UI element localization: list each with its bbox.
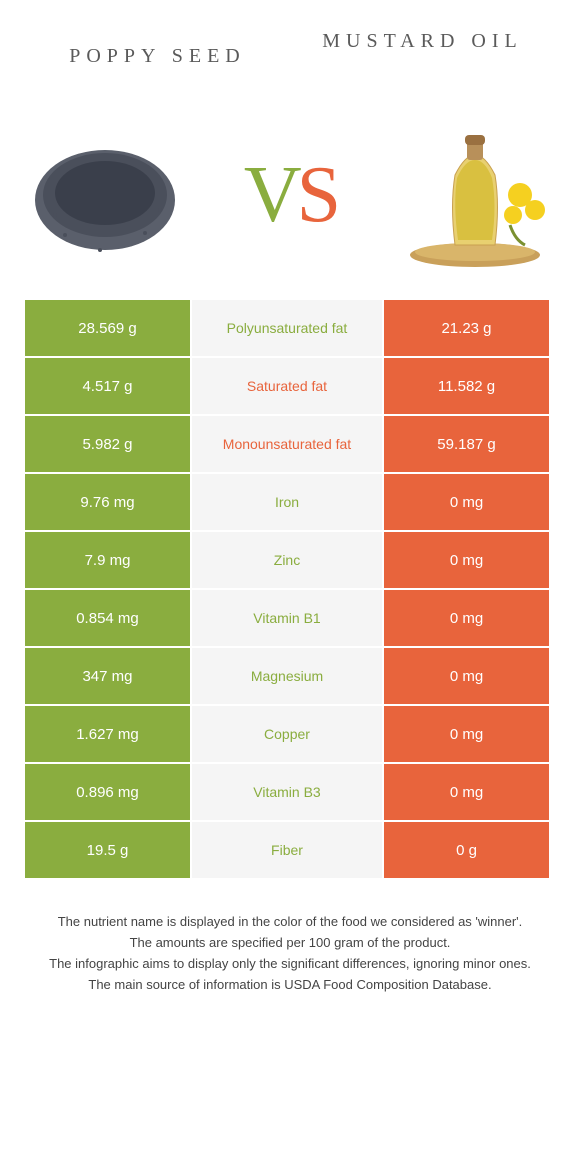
right-value: 0 mg: [384, 648, 549, 704]
right-food-title: Mustard oil: [290, 30, 555, 53]
nutrient-label: Monounsaturated fat: [192, 416, 382, 472]
table-row: 19.5 gFiber0 g: [25, 822, 555, 878]
right-value: 0 mg: [384, 764, 549, 820]
vs-label: VS: [244, 150, 336, 241]
nutrient-label: Zinc: [192, 532, 382, 588]
table-row: 0.896 mgVitamin B30 mg: [25, 764, 555, 820]
header: Poppy seed Mustard oil: [25, 20, 555, 100]
right-value: 0 mg: [384, 532, 549, 588]
right-value: 59.187 g: [384, 416, 549, 472]
table-row: 347 mgMagnesium0 mg: [25, 648, 555, 704]
nutrient-label: Fiber: [192, 822, 382, 878]
left-value: 0.896 mg: [25, 764, 190, 820]
left-value: 28.569 g: [25, 300, 190, 356]
right-value: 0 mg: [384, 474, 549, 530]
table-row: 1.627 mgCopper0 mg: [25, 706, 555, 762]
left-value: 347 mg: [25, 648, 190, 704]
table-row: 28.569 gPolyunsaturated fat21.23 g: [25, 300, 555, 356]
footer-line-1: The nutrient name is displayed in the co…: [35, 913, 545, 932]
left-value: 9.76 mg: [25, 474, 190, 530]
poppy-seed-image: [25, 115, 185, 275]
right-value: 11.582 g: [384, 358, 549, 414]
mustard-oil-image: [395, 115, 555, 275]
left-value: 19.5 g: [25, 822, 190, 878]
table-row: 0.854 mgVitamin B10 mg: [25, 590, 555, 646]
footer-line-4: The main source of information is USDA F…: [35, 976, 545, 995]
footer-line-2: The amounts are specified per 100 gram o…: [35, 934, 545, 953]
header-left: Poppy seed: [25, 20, 290, 68]
footer-line-3: The infographic aims to display only the…: [35, 955, 545, 974]
right-value: 21.23 g: [384, 300, 549, 356]
left-value: 7.9 mg: [25, 532, 190, 588]
right-value: 0 mg: [384, 706, 549, 762]
images-row: VS: [25, 100, 555, 290]
table-row: 5.982 gMonounsaturated fat59.187 g: [25, 416, 555, 472]
table-row: 7.9 mgZinc0 mg: [25, 532, 555, 588]
vs-s: S: [297, 151, 337, 239]
nutrient-label: Vitamin B1: [192, 590, 382, 646]
nutrient-label: Copper: [192, 706, 382, 762]
nutrient-label: Vitamin B3: [192, 764, 382, 820]
nutrient-label: Saturated fat: [192, 358, 382, 414]
left-food-title: Poppy seed: [25, 45, 290, 68]
table-row: 4.517 gSaturated fat11.582 g: [25, 358, 555, 414]
left-value: 5.982 g: [25, 416, 190, 472]
nutrient-label: Iron: [192, 474, 382, 530]
left-value: 4.517 g: [25, 358, 190, 414]
right-value: 0 g: [384, 822, 549, 878]
nutrient-label: Magnesium: [192, 648, 382, 704]
nutrient-label: Polyunsaturated fat: [192, 300, 382, 356]
right-value: 0 mg: [384, 590, 549, 646]
vs-v: V: [244, 151, 297, 239]
comparison-table: 28.569 gPolyunsaturated fat21.23 g4.517 …: [25, 300, 555, 878]
header-right: Mustard oil: [290, 20, 555, 53]
left-value: 0.854 mg: [25, 590, 190, 646]
table-row: 9.76 mgIron0 mg: [25, 474, 555, 530]
footer-notes: The nutrient name is displayed in the co…: [25, 913, 555, 994]
left-value: 1.627 mg: [25, 706, 190, 762]
